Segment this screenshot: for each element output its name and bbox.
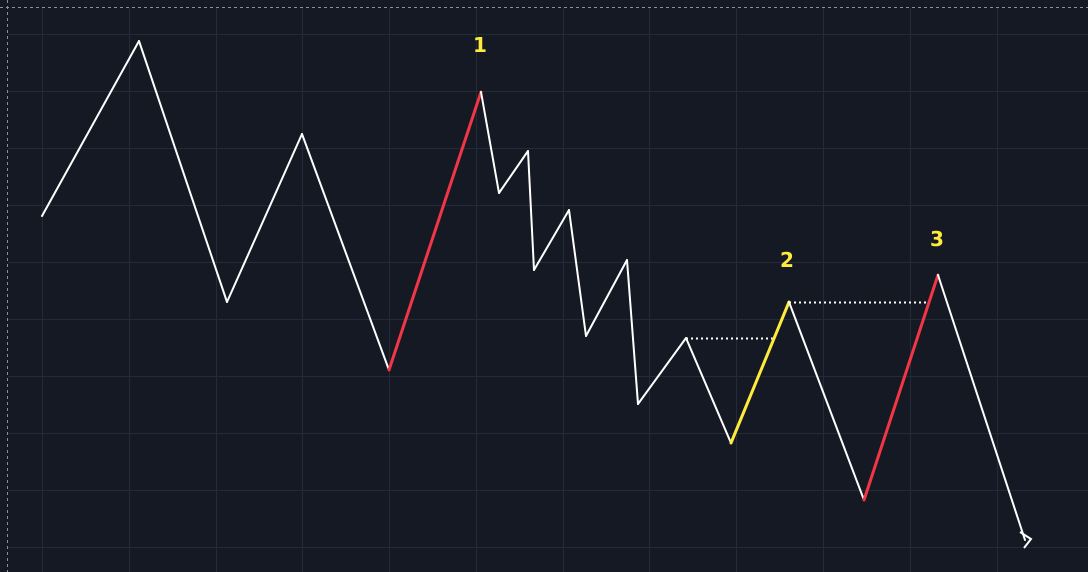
swing-segment [626,259,639,405]
end-arrow-head [1019,531,1033,549]
swing-segment [480,91,500,194]
swing-segment [41,40,140,217]
wave-label-1: 1 [473,33,487,57]
swing-segment [138,40,228,303]
swing-segment [226,133,303,303]
highlighted-swing-segment [729,300,791,445]
swing-segment [685,337,732,444]
highlighted-swing-segment [387,90,483,372]
swing-segment [498,150,529,194]
swing-segment [568,209,587,337]
swing-segment [937,274,1026,541]
price-path [41,40,1026,541]
wave-labels: 1 2 3 [473,33,944,272]
level-lines [686,301,930,340]
swing-segment [301,133,390,371]
swing-segment [788,301,865,501]
highlighted-swing-segment [862,273,940,502]
wave-label-3: 3 [930,227,944,251]
swing-segment [533,209,570,271]
swing-segment [585,259,628,337]
swing-segment [637,337,687,405]
end-arrow-icon [1019,531,1033,549]
swing-segment [527,150,535,271]
wave-label-2: 2 [780,248,794,272]
